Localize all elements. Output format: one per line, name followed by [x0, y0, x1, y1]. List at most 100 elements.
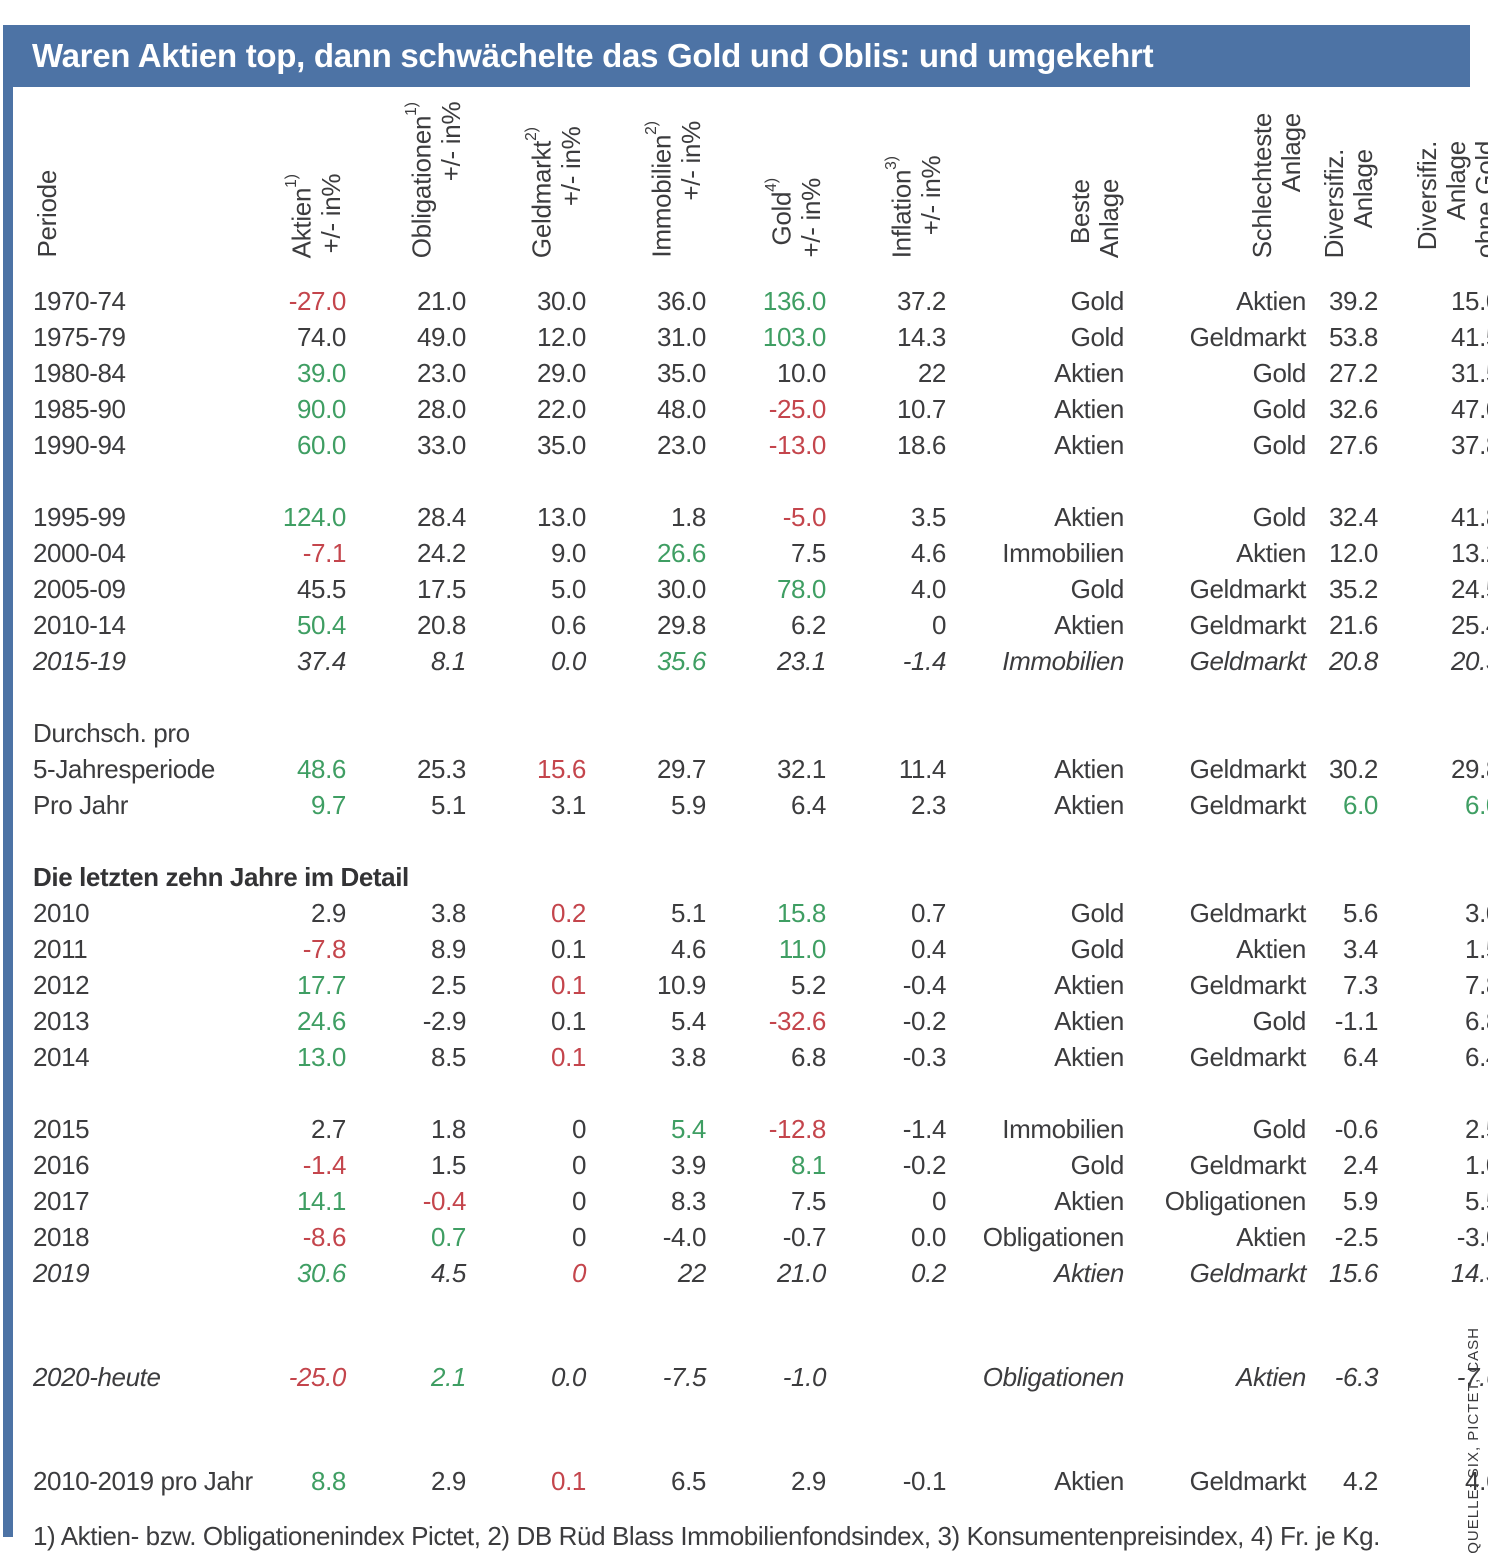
cell-diversifiz_anlage_ohne_gold: 20.3: [1450, 645, 1488, 676]
cell-immobilien: 36.0: [656, 285, 706, 316]
cell-obligationen: 2.9: [431, 1465, 466, 1496]
spacer: [13, 463, 1488, 499]
cell-obligationen: 17.5: [416, 573, 466, 604]
cell-geldmarkt: 15.6: [536, 753, 586, 784]
column-header-schlechteste_anlage: Schlechteste Anlage: [1124, 87, 1306, 283]
cell-aktien: 74.0: [296, 321, 346, 352]
cell-schlechteste_anlage: Aktien: [1236, 1221, 1306, 1252]
returns-table: Periode Aktien1) +/- in% Obligationen1) +/- …: [13, 87, 1488, 1499]
cell-immobilien: 6.5: [671, 1465, 706, 1496]
cell-inflation: 3.5: [911, 501, 946, 532]
cell-obligationen: 8.5: [431, 1041, 466, 1072]
table-row: 2017 14.1 -0.4 0 8.3 7.5 0 Aktien Obligationen 5.…: [13, 1183, 1488, 1219]
cell-aktien: -7.8: [302, 933, 347, 964]
column-label: Immobilien2) +/- in%: [643, 121, 706, 258]
cell-diversifiz_anlage_ohne_gold: 1.0: [1465, 1149, 1488, 1180]
cell-obligationen: 28.0: [416, 393, 466, 424]
cell-inflation: 0.7: [911, 897, 946, 928]
cell-inflation: 10.7: [896, 393, 946, 424]
row-label-periode: 2000-04: [33, 537, 126, 568]
cell-diversifiz_anlage_ohne_gold: 41.5: [1450, 321, 1488, 352]
cell-obligationen: 2.5: [431, 969, 466, 1000]
table-body: 1970-74 -27.0 21.0 30.0 36.0 136.0 37.2 Gold Akt…: [13, 283, 1488, 1499]
cell-schlechteste_anlage: Gold: [1252, 429, 1307, 460]
cell-schlechteste_anlage: Aktien: [1236, 1361, 1306, 1392]
cell-immobilien: 5.1: [671, 897, 706, 928]
row-label-periode: 2005-09: [33, 573, 126, 604]
cell-diversifiz_anlage: 27.6: [1328, 429, 1378, 460]
row-label-periode: 2020-heute: [33, 1361, 161, 1392]
cell-beste_anlage: Gold: [1070, 573, 1125, 604]
column-label: Inflation3) +/- in%: [883, 155, 946, 258]
cell-schlechteste_anlage: Geldmarkt: [1189, 897, 1307, 928]
cell-beste_anlage: Immobilien: [1002, 537, 1124, 568]
cell-diversifiz_anlage_ohne_gold: 3.0: [1465, 897, 1488, 928]
table-row: 1985-90 90.0 28.0 22.0 48.0 -25.0 10.7 Aktien Go…: [13, 391, 1488, 427]
cell-aktien: 9.7: [311, 789, 346, 820]
cell-inflation: [826, 1359, 946, 1395]
cell-aktien: 24.6: [296, 1005, 346, 1036]
cell-aktien: 45.5: [296, 573, 346, 604]
cell-schlechteste_anlage: Gold: [1252, 1113, 1307, 1144]
cell-aktien: 13.0: [296, 1041, 346, 1072]
cell-geldmarkt: 5.0: [551, 573, 586, 604]
spacer-row: [13, 463, 1488, 499]
cell-schlechteste_anlage: Geldmarkt: [1189, 789, 1307, 820]
table-row: 2010 2.9 3.8 0.2 5.1 15.8 0.7 Gold Geldmarkt 5.6 3…: [13, 895, 1488, 931]
cell-gold: 78.0: [776, 573, 826, 604]
cell-schlechteste_anlage: Gold: [1252, 501, 1307, 532]
cell-geldmarkt: 30.0: [536, 285, 586, 316]
cell-beste_anlage: Obligationen: [982, 1221, 1125, 1252]
cell-schlechteste_anlage: Geldmarkt: [1189, 1257, 1307, 1288]
cell-inflation: -0.3: [902, 1041, 947, 1072]
table-row: 2012 17.7 2.5 0.1 10.9 5.2 -0.4 Aktien Geldmarkt…: [13, 967, 1488, 1003]
cell-inflation: -0.4: [902, 969, 947, 1000]
cell-beste_anlage: Aktien: [1054, 393, 1124, 424]
cell-immobilien: 8.3: [671, 1185, 706, 1216]
cell-geldmarkt: 0: [571, 1257, 586, 1288]
header-row: Periode Aktien1) +/- in% Obligationen1) +/- …: [13, 87, 1488, 283]
cell-obligationen: 5.1: [431, 789, 466, 820]
cell-beste_anlage: Aktien: [1054, 357, 1124, 388]
column-header-geldmarkt: Geldmarkt2) +/- in%: [466, 87, 586, 283]
table-row: 1990-94 60.0 33.0 35.0 23.0 -13.0 18.6 Aktien Go…: [13, 427, 1488, 463]
row-label-periode: Pro Jahr: [33, 789, 129, 820]
cell-inflation: -0.2: [902, 1005, 947, 1036]
cell-obligationen: 4.5: [431, 1257, 466, 1288]
cell-diversifiz_anlage_ohne_gold: -7.6: [1456, 1361, 1488, 1392]
column-label: Diversifiz. Anlage: [1318, 148, 1378, 258]
cell-aktien: -27.0: [288, 285, 347, 316]
cell-diversifiz_anlage: 39.2: [1328, 285, 1378, 316]
cell-aktien: -8.6: [302, 1221, 347, 1252]
cell-immobilien: 35.6: [656, 645, 706, 676]
cell-diversifiz_anlage_ohne_gold: 6.8: [1465, 1005, 1488, 1036]
cell-diversifiz_anlage_ohne_gold: 14.3: [1450, 1257, 1488, 1288]
row-label-periode: 1995-99: [33, 501, 126, 532]
cell-obligationen: 20.8: [416, 609, 466, 640]
source-credit: QUELLE: SIX, PICTET, CASH: [1465, 1327, 1482, 1554]
cell-beste_anlage: Obligationen: [982, 1361, 1125, 1392]
cell-aktien: 37.4: [296, 645, 346, 676]
cell-gold: 136.0: [762, 285, 826, 316]
cell-immobilien: 29.8: [656, 609, 706, 640]
cell-inflation: 2.3: [911, 789, 946, 820]
cell-aktien: 50.4: [296, 609, 346, 640]
row-label-periode: 1990-94: [33, 429, 126, 460]
cell-immobilien: 22: [677, 1257, 707, 1288]
spacer: [13, 1075, 1488, 1111]
cell-geldmarkt: 0.1: [551, 1005, 586, 1036]
cell-geldmarkt: 0.0: [551, 1361, 586, 1392]
column-header-obligationen: Obligationen1) +/- in%: [346, 87, 466, 283]
cell-beste_anlage: Aktien: [1054, 789, 1124, 820]
section-title: Die letzten zehn Jahre im Detail: [33, 861, 409, 892]
row-label-periode: 2015-19: [33, 645, 126, 676]
section-title-row: Die letzten zehn Jahre im Detail: [13, 859, 1488, 895]
cell-geldmarkt: 0: [571, 1149, 586, 1180]
column-header-gold: Gold4) +/- in%: [706, 87, 826, 283]
cell-obligationen: 24.2: [416, 537, 466, 568]
row-label-periode: 5-Jahresperiode: [33, 753, 215, 784]
cell-beste_anlage: Gold: [1070, 285, 1125, 316]
cell-geldmarkt: 0.0: [551, 645, 586, 676]
table-row: 2010-2019 pro Jahr 8.8 2.9 0.1 6.5 2.9 -0.1 Akt…: [13, 1463, 1488, 1499]
cell-aktien: 2.7: [311, 1113, 346, 1144]
